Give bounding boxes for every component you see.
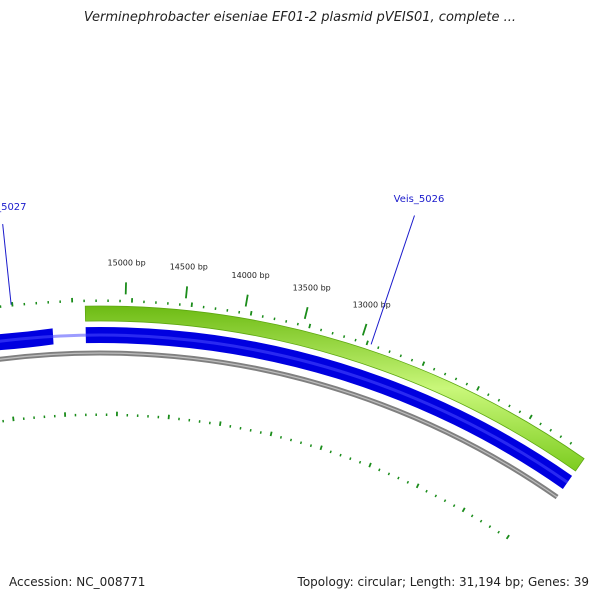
backbone-ring-highlight [0, 352, 558, 498]
inner-tick-mark [425, 489, 428, 493]
inner-tick-mark [269, 431, 273, 437]
outer-tick-mark [331, 331, 334, 335]
outer-tick-mark [559, 435, 563, 439]
scale-tick-label: 13000 bp [353, 301, 391, 310]
outer-tick-mark [249, 310, 253, 316]
outer-tick-mark [388, 350, 391, 354]
inner-tick-mark [434, 494, 438, 498]
inner-tick-mark [497, 530, 500, 534]
inner-tick-mark [415, 483, 420, 489]
page-title: Verminephrobacter eiseniae EF01-2 plasmi… [83, 10, 517, 25]
outer-tick-mark [497, 398, 501, 402]
outer-tick-mark [343, 335, 346, 338]
inner-tick-mark [387, 472, 391, 476]
inner-tick-mark [339, 453, 342, 457]
outer-tick-mark [518, 410, 522, 414]
outer-tick-mark [365, 340, 369, 346]
scale-tick-13000 [361, 323, 368, 336]
inner-tick-mark [358, 460, 362, 464]
outer-tick-mark [410, 358, 414, 362]
inner-tick-mark [397, 476, 400, 480]
gene-label-veis-5026[interactable]: Veis_5026 [394, 194, 445, 205]
outer-tick-mark [421, 361, 426, 367]
inner-tick-mark [349, 457, 352, 461]
map-summary-label: Topology: circular; Length: 31,194 bp; G… [297, 575, 589, 589]
scale-tick-label: 14000 bp [232, 271, 270, 280]
scale-tick-14500 [185, 286, 189, 299]
inner-tick-mark [299, 441, 303, 445]
outer-tick-mark [508, 404, 511, 408]
inner-tick-mark [488, 525, 492, 529]
gene-label-veis-5027[interactable]: Veis_5027 [0, 202, 27, 213]
inner-tick-mark [279, 435, 282, 439]
outer-tick-mark [354, 338, 357, 342]
outer-tick-mark [285, 320, 288, 323]
inner-tick-mark [443, 499, 447, 503]
inner-tick-mark [309, 444, 313, 448]
scale-tick-label: 14500 bp [170, 263, 208, 272]
inner-tick-mark [470, 514, 474, 518]
outer-tick-mark [399, 354, 402, 358]
outer-tick-mark [296, 322, 299, 326]
gene-leader-line [2, 224, 12, 305]
outer-tick-mark [377, 346, 380, 350]
inner-tick-mark [452, 504, 456, 508]
inner-tick-mark [289, 438, 293, 442]
outer-tick-mark [432, 367, 436, 371]
outer-tick-mark [273, 317, 276, 321]
inner-tick-mark [461, 507, 466, 513]
outer-tick-mark [539, 422, 542, 426]
scale-tick-13500 [303, 306, 309, 320]
scale-tick-label: 13500 bp [293, 284, 331, 293]
gene-leader-line [370, 215, 415, 345]
inner-tick-mark [406, 480, 410, 484]
inner-tick-mark [218, 421, 222, 427]
outer-tick-mark [476, 386, 480, 391]
inner-tick-mark [479, 519, 483, 523]
scale-tick-14000 [244, 294, 249, 307]
outer-tick-mark [569, 441, 573, 445]
inner-tick-mark [329, 450, 332, 454]
inner-tick-mark [12, 416, 15, 422]
label-layer: 13000 bp 13500 bp 14000 bp 14500 bp 15000 bp… [0, 194, 445, 345]
outer-tick-mark [443, 372, 447, 376]
scale-tick-label: 15000 bp [108, 258, 146, 267]
outer-tick-mark [487, 393, 490, 397]
inner-tick-mark [505, 534, 510, 540]
ring-layer [0, 305, 585, 500]
gene-track-highlight [0, 333, 569, 484]
outer-tick-mark [308, 323, 312, 329]
inner-tick-mark [378, 468, 381, 472]
tick-layer [0, 282, 573, 540]
outer-tick-mark [528, 414, 533, 420]
outer-tick-mark [454, 377, 458, 381]
inner-tick-mark [249, 428, 252, 432]
outer-tick-mark [320, 328, 323, 332]
inner-tick-mark [259, 431, 262, 434]
gene-segment-veis-5026[interactable] [85, 327, 573, 489]
inner-tick-mark [319, 445, 323, 451]
feature-region-band[interactable] [84, 305, 585, 472]
outer-tick-mark [549, 428, 553, 432]
inner-tick-mark [368, 462, 372, 468]
outer-tick-mark [465, 382, 469, 386]
accession-label: Accession: NC_008771 [9, 575, 146, 589]
